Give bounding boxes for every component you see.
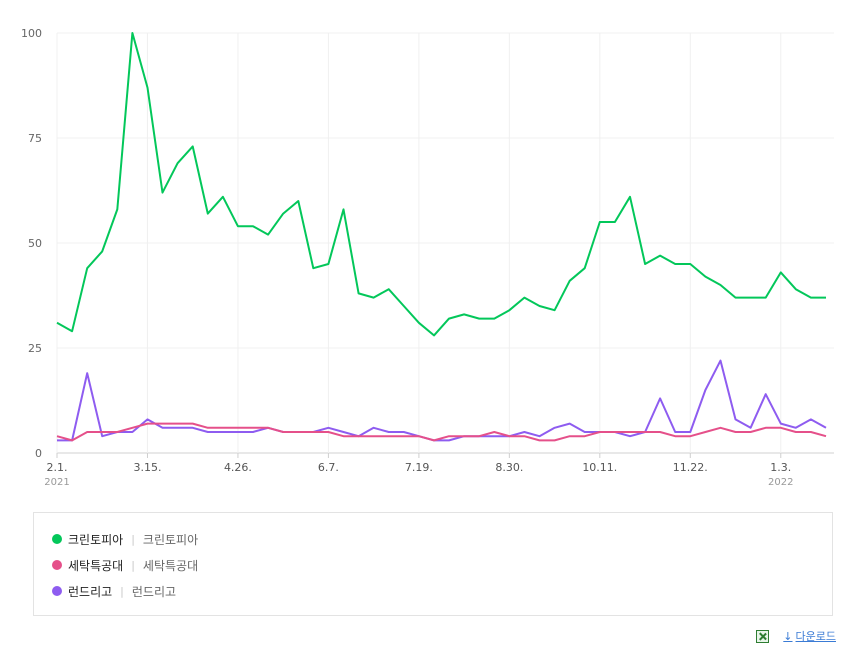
series-layer — [56, 32, 827, 442]
axes: 0 25 50 75 100 2.1. 2021 3.15. 4.26. 6.7. 7.19. 8.3… — [21, 27, 793, 488]
legend-dot-icon — [52, 534, 62, 544]
legend-name: 런드리고 — [68, 584, 113, 599]
y-tick-label: 50 — [28, 237, 42, 250]
legend-name: 크린토피아 — [68, 532, 124, 547]
series-line-세탁특공대[interactable] — [56, 422, 827, 442]
x-tick-label: 11.22. — [673, 461, 708, 474]
x-tick-label: 7.19. — [405, 461, 433, 474]
y-tick-label: 0 — [35, 447, 42, 460]
download-link[interactable]: ↓ 다운로드 — [783, 628, 836, 644]
legend-name: 세탁특공대 — [68, 558, 124, 573]
x-tick-label: 4.26. — [224, 461, 252, 474]
legend-separator: | — [131, 532, 135, 546]
x-tick-label: 8.30. — [495, 461, 523, 474]
y-tick-label: 75 — [28, 132, 42, 145]
y-tick-label: 100 — [21, 27, 42, 40]
series-line-런드리고[interactable] — [57, 359, 827, 442]
legend-item-laundry-squad[interactable]: 세탁특공대 | 세탁특공대 — [52, 555, 198, 575]
line-chart: 0 25 50 75 100 2.1. 2021 3.15. 4.26. 6.7. 7.19. 8.3… — [21, 27, 834, 488]
x-tick-label: 6.7. — [318, 461, 339, 474]
y-tick-label: 25 — [28, 342, 42, 355]
legend-desc: 크린토피아 — [142, 532, 199, 547]
x-tick-label: 3.15. — [133, 461, 161, 474]
x-tick-year-label: 2022 — [768, 477, 793, 488]
download-arrow-icon: ↓ — [783, 629, 793, 643]
legend-desc: 런드리고 — [131, 584, 177, 599]
x-tick-year-label: 2021 — [44, 477, 69, 488]
legend-separator: | — [131, 558, 135, 572]
download-label: 다운로드 — [795, 630, 836, 643]
x-tick-label: 10.11. — [582, 461, 617, 474]
grid — [56, 32, 834, 454]
x-tick-label: 2.1. — [47, 461, 68, 474]
chart-footer: ↓ 다운로드 — [756, 628, 836, 644]
legend-item-laundrygo[interactable]: 런드리고 | 런드리고 — [52, 581, 176, 601]
legend-item-cleantopia[interactable]: 크린토피아 | 크린토피아 — [52, 529, 198, 549]
x-tick-label: 1.3. — [770, 461, 791, 474]
legend-desc: 세탁특공대 — [142, 558, 199, 573]
legend: 크린토피아 | 크린토피아 세탁특공대 | 세탁특공대 런드리고 | 런드리고 — [33, 512, 833, 616]
legend-dot-icon — [52, 586, 62, 596]
legend-dot-icon — [52, 560, 62, 570]
series-line-크린토피아[interactable] — [56, 32, 826, 337]
legend-separator: | — [120, 584, 124, 598]
excel-icon[interactable] — [756, 629, 770, 643]
